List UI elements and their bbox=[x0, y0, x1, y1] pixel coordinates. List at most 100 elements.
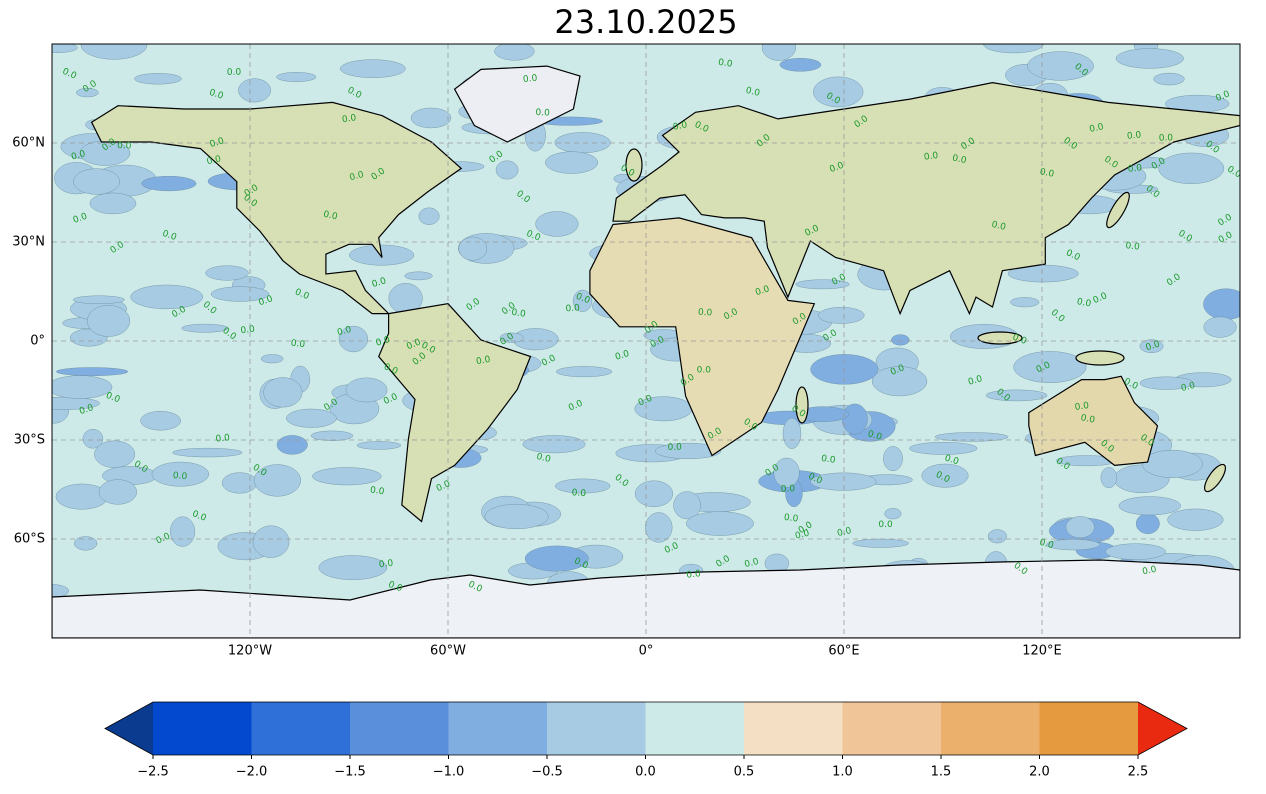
patch bbox=[934, 432, 1009, 442]
lat-label: 30°S bbox=[14, 433, 45, 448]
contour-label: 0.0 bbox=[227, 68, 242, 78]
patch bbox=[773, 457, 800, 488]
lat-label: 60°N bbox=[12, 136, 45, 151]
patch bbox=[98, 479, 137, 505]
patch bbox=[410, 107, 452, 129]
patch bbox=[1139, 376, 1194, 390]
patch bbox=[276, 72, 317, 82]
patch bbox=[673, 491, 701, 520]
patch bbox=[545, 151, 599, 174]
patch bbox=[572, 289, 593, 312]
contour-label: 0.0 bbox=[72, 212, 89, 226]
patch bbox=[810, 472, 877, 491]
contour-label: 0.0 bbox=[794, 528, 811, 541]
patch bbox=[1153, 72, 1185, 86]
contour-label: 0.0 bbox=[104, 391, 121, 406]
contour-label: 0.0 bbox=[1074, 401, 1090, 413]
patch bbox=[495, 160, 519, 180]
patch bbox=[140, 411, 181, 431]
contour-label: 0.0 bbox=[781, 484, 796, 495]
contour-label: 0.0 bbox=[1142, 565, 1158, 578]
contour-label: 0.0 bbox=[667, 443, 682, 453]
patch bbox=[555, 478, 611, 494]
colorbar-tick-label: −1.0 bbox=[433, 765, 465, 780]
patch bbox=[985, 389, 1048, 402]
lat-label: 60°S bbox=[14, 532, 45, 547]
patch bbox=[634, 480, 674, 507]
patch bbox=[871, 366, 928, 397]
contour-label: 0.0 bbox=[525, 229, 542, 244]
colorbar-tick-label: 0.5 bbox=[734, 765, 755, 780]
contour-label: 0.0 bbox=[990, 220, 1006, 233]
contour-label: 0.0 bbox=[878, 520, 893, 530]
patch bbox=[883, 446, 903, 472]
contour-label: 0.0 bbox=[1038, 538, 1055, 551]
contour-label: 0.0 bbox=[349, 170, 366, 183]
patch bbox=[522, 435, 586, 454]
contour-label: 0.0 bbox=[290, 339, 306, 351]
contour-label: 0.0 bbox=[744, 557, 760, 570]
patch bbox=[458, 236, 488, 261]
colorbar-segment bbox=[448, 702, 547, 755]
patch bbox=[205, 265, 249, 281]
patch bbox=[1013, 351, 1087, 383]
contour-label: 0.0 bbox=[1125, 241, 1141, 252]
patch bbox=[1158, 152, 1225, 185]
patch bbox=[795, 279, 850, 290]
colorbar-over bbox=[1138, 702, 1187, 755]
colorbar: −2.5 −2.0 −1.5 −1.0 −0.5 0.0 0.5 1.0 1.5 2.0 2.5 bbox=[104, 701, 1188, 780]
contour-label: 0.0 bbox=[375, 335, 392, 349]
patch bbox=[221, 472, 258, 494]
patch bbox=[134, 73, 182, 85]
colorbar-segment bbox=[941, 702, 1040, 755]
contour-label: 0.0 bbox=[1126, 130, 1142, 141]
patch bbox=[1203, 288, 1240, 320]
lon-label: 60°W bbox=[430, 644, 466, 659]
contour-label: 0.0 bbox=[967, 374, 984, 388]
contour-label: 0.0 bbox=[78, 403, 95, 417]
contour-label: 0.0 bbox=[836, 526, 852, 539]
madagascar bbox=[795, 386, 809, 424]
patch bbox=[1105, 543, 1166, 560]
patch bbox=[170, 516, 196, 547]
contour-label: 0.0 bbox=[1180, 381, 1197, 394]
patch bbox=[151, 461, 210, 487]
patch bbox=[87, 305, 131, 337]
patch bbox=[1167, 508, 1224, 531]
patch bbox=[72, 295, 125, 304]
colorbar-segment bbox=[547, 702, 646, 755]
patch bbox=[141, 175, 197, 192]
patch bbox=[1027, 51, 1094, 81]
map-frame bbox=[51, 43, 1241, 639]
colorbar-segment bbox=[744, 702, 843, 755]
patch bbox=[89, 192, 137, 215]
colorbar-tick-label: 2.5 bbox=[1128, 765, 1149, 780]
contour-label: 0.0 bbox=[866, 429, 883, 443]
contour-label: 0.0 bbox=[535, 108, 550, 119]
patch bbox=[404, 271, 433, 281]
patch bbox=[818, 306, 865, 324]
patch bbox=[1203, 316, 1237, 338]
eurasia bbox=[612, 81, 1240, 316]
contour-label: 0.0 bbox=[215, 433, 231, 444]
patch bbox=[52, 375, 113, 399]
patch bbox=[884, 508, 902, 520]
colorbar-tick-label: 1.5 bbox=[931, 765, 952, 780]
contour-label: 0.0 bbox=[1145, 339, 1162, 353]
patch bbox=[645, 512, 673, 543]
patch bbox=[909, 442, 978, 455]
contour-label: 0.0 bbox=[257, 294, 274, 308]
contour-label: 0.0 bbox=[1076, 297, 1092, 309]
contour-label: 0.0 bbox=[614, 349, 631, 363]
contour-label: 0.0 bbox=[172, 471, 187, 482]
patch bbox=[263, 377, 303, 408]
contour-label: 0.0 bbox=[1089, 122, 1105, 135]
patch bbox=[655, 442, 722, 460]
britain bbox=[625, 148, 643, 182]
colorbar-tick-label: −2.5 bbox=[137, 765, 169, 780]
patch bbox=[340, 59, 406, 78]
patch bbox=[52, 44, 78, 53]
australia bbox=[1028, 375, 1159, 467]
patch bbox=[524, 545, 589, 572]
lon-label: 120°W bbox=[228, 644, 272, 659]
